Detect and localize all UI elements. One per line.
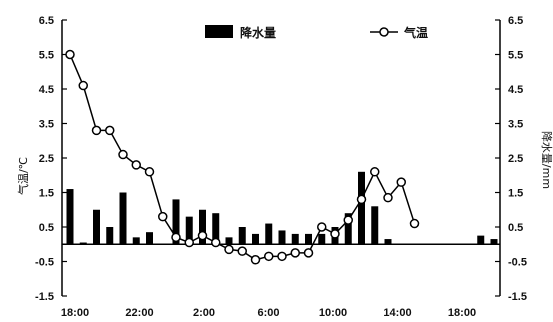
temperature-point — [250, 255, 261, 265]
temperature-point — [277, 251, 287, 262]
legend: 降水量 气温 — [205, 25, 428, 40]
precipitation-bar — [384, 239, 392, 245]
precipitation-bar — [371, 206, 379, 245]
temperature-point — [264, 251, 274, 262]
precipitation-bar — [238, 227, 246, 245]
right-tick-label: 5.5 — [508, 50, 523, 62]
left-tick-label: 0.5 — [39, 222, 54, 234]
temperature-point — [409, 218, 420, 229]
right-tick-label: 2.5 — [508, 153, 523, 165]
legend-precip-label: 降水量 — [240, 25, 276, 40]
left-tick-label: -0.5 — [35, 257, 54, 269]
precipitation-bar — [225, 237, 233, 245]
temperature-point — [118, 149, 128, 160]
temperature-line — [65, 49, 420, 265]
temperature-point — [237, 246, 247, 256]
precipitation-bar — [66, 189, 74, 245]
legend-precip-swatch — [205, 25, 233, 38]
legend-temp-label: 气温 — [403, 25, 428, 40]
precipitation-bar — [265, 223, 273, 245]
precipitation-bar — [93, 209, 100, 245]
precipitation-bar — [344, 213, 352, 245]
temperature-point — [171, 232, 181, 243]
precipitation-bar — [79, 242, 87, 245]
precipitation-bar — [185, 216, 193, 245]
left-tick-label: 3.5 — [39, 119, 54, 131]
right-y-tick-labels: 6.5 5.5 4.5 3.5 2.5 1.5 0.5 -0.5 -1.5 — [495, 15, 527, 303]
temperature-point — [383, 192, 393, 203]
precipitation-bar — [132, 237, 140, 245]
temperature-point — [290, 248, 300, 258]
temperature-point — [197, 230, 208, 241]
temperature-point — [330, 229, 340, 239]
x-tick-label: 22:00 — [125, 307, 153, 319]
right-tick-label: 4.5 — [508, 84, 523, 96]
left-tick-label: 6.5 — [39, 15, 54, 27]
right-tick-label: 3.5 — [508, 119, 523, 131]
left-axis-title: 气温/℃ — [16, 157, 30, 195]
precipitation-bar — [291, 233, 299, 245]
temperature-point — [184, 237, 194, 248]
precipitation-bar — [490, 239, 498, 245]
x-tick-label: 18:00 — [61, 307, 89, 319]
precipitation-bar — [358, 171, 365, 245]
left-tick-label: 1.5 — [39, 188, 54, 200]
x-tick-label: 10:00 — [319, 307, 347, 319]
precipitation-bar — [305, 233, 312, 245]
x-tick-label: 2:00 — [193, 307, 215, 319]
precipitation-bar — [119, 192, 127, 245]
temperature-point — [105, 125, 115, 136]
precipitation-bar — [212, 213, 220, 245]
left-y-tick-labels: 6.5 5.5 4.5 3.5 2.5 1.5 0.5 -0.5 -1.5 — [35, 15, 67, 303]
right-tick-label: 6.5 — [508, 15, 523, 27]
temperature-point — [396, 177, 406, 187]
x-tick-label: 14:00 — [383, 307, 411, 319]
right-tick-label: 1.5 — [508, 188, 523, 200]
right-tick-label: 0.5 — [508, 222, 523, 234]
temperature-point — [356, 194, 367, 205]
temperature-point — [144, 167, 155, 177]
temperature-point — [65, 49, 75, 60]
temperature-point — [131, 160, 141, 170]
precipitation-bar — [172, 199, 180, 245]
precipitation-bar — [199, 209, 206, 245]
left-tick-label: 2.5 — [39, 153, 54, 165]
left-tick-label: 5.5 — [39, 50, 54, 62]
right-axis-title: 降水量/mm — [540, 131, 553, 189]
legend-temp-marker — [379, 27, 389, 37]
precipitation-bar — [106, 227, 114, 245]
left-tick-label: -1.5 — [35, 291, 54, 303]
left-tick-label: 4.5 — [39, 84, 54, 96]
x-tick-label: 18:00 — [448, 307, 476, 319]
temperature-point — [317, 222, 327, 232]
precipitation-bar — [477, 235, 485, 245]
right-tick-label: -1.5 — [508, 291, 527, 303]
temperature-point — [343, 215, 353, 225]
temperature-point — [370, 167, 380, 177]
temperature-point — [91, 125, 102, 136]
precipitation-bar — [318, 233, 326, 245]
precipitation-bars — [66, 171, 498, 245]
precipitation-bar — [146, 232, 153, 245]
x-tick-labels: 18:00 22:00 2:00 6:00 10:00 14:00 18:00 — [61, 307, 476, 319]
temperature-point — [224, 244, 234, 255]
temperature-point — [211, 237, 221, 248]
temperature-point — [78, 80, 88, 91]
x-tick-label: 6:00 — [257, 307, 279, 319]
temperature-point — [303, 248, 314, 258]
right-tick-label: -0.5 — [508, 257, 527, 269]
temperature-point — [158, 211, 168, 222]
precipitation-bar — [252, 233, 259, 245]
precipitation-bar — [278, 230, 286, 245]
